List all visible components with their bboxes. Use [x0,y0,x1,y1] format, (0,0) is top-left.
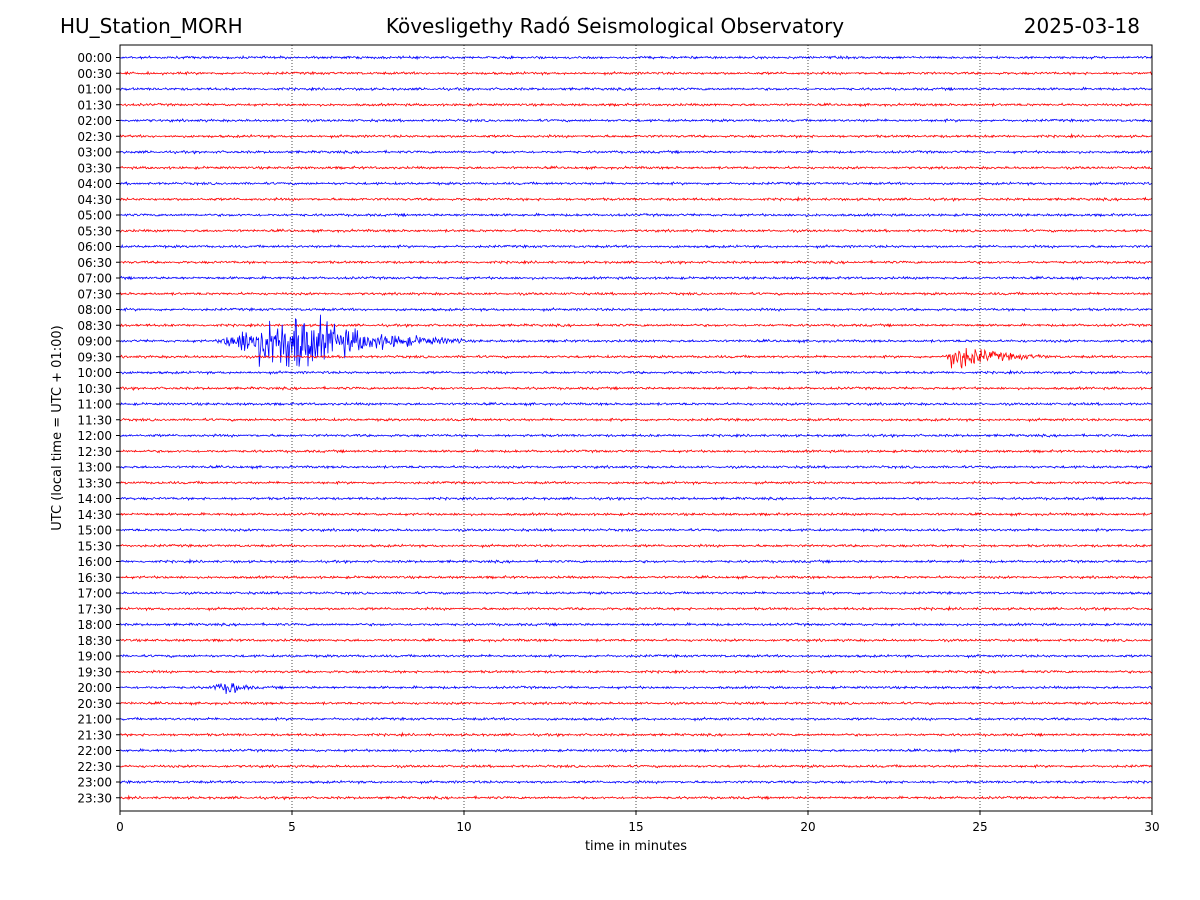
x-tick-label: 5 [288,820,296,834]
y-tick-label: 08:00 [77,303,112,317]
y-tick-label: 22:30 [77,760,112,774]
y-tick-label: 23:30 [77,791,112,805]
y-tick-label: 03:00 [77,146,112,160]
y-tick-label: 15:30 [77,539,112,553]
x-axis-label: time in minutes [585,839,687,854]
station-title: HU_Station_MORH [60,14,243,38]
y-tick-label: 11:30 [77,413,112,427]
trace-0700 [119,275,1153,281]
y-tick-label: 14:30 [77,508,112,522]
y-tick-label: 08:30 [77,319,112,333]
y-tick-label: 14:00 [77,492,112,506]
y-tick-label: 06:30 [77,256,112,270]
y-tick-label: 13:00 [77,461,112,475]
y-tick-label: 04:30 [77,193,112,207]
y-tick-label: 17:00 [77,587,112,601]
trace-0600 [119,243,1153,250]
y-tick-label: 23:00 [77,776,112,790]
y-tick-label: 02:00 [77,114,112,128]
grid-lines [291,45,981,811]
trace-1900 [119,653,1153,659]
y-tick-label: 22:00 [77,744,112,758]
trace-0300 [119,149,1153,155]
trace-2330 [119,794,1153,801]
y-tick-label: 05:30 [77,224,112,238]
trace-1500 [119,527,1153,533]
y-tick-label: 18:30 [77,634,112,648]
y-tick-label: 12:00 [77,429,112,443]
y-tick-label: 18:00 [77,618,112,632]
y-tick-label: 20:00 [77,681,112,695]
y-tick-label: 21:00 [77,713,112,727]
y-tick-label: 04:00 [77,177,112,191]
trace-0900 [119,314,1153,368]
y-tick-label: 11:00 [77,398,112,412]
x-tick-label: 15 [628,820,643,834]
y-tick-label: 16:30 [77,571,112,585]
x-tick-label: 30 [1144,820,1159,834]
y-tick-label: 05:00 [77,209,112,223]
y-tick-label: 10:00 [77,366,112,380]
date-title: 2025-03-18 [1023,14,1140,38]
y-tick-label: 01:30 [77,98,112,112]
y-tick-label: 10:30 [77,382,112,396]
y-axis-label: UTC (local time = UTC + 01:00) [50,325,65,530]
y-tick-label: 07:30 [77,287,112,301]
y-tick-label: 21:30 [77,728,112,742]
x-tick-label: 10 [456,820,471,834]
x-tick-label: 0 [116,820,124,834]
trace-1100 [119,401,1153,407]
y-tick-label: 19:30 [77,665,112,679]
y-tick-label: 02:30 [77,130,112,144]
y-tick-label: 00:30 [77,67,112,81]
y-tick-label: 15:00 [77,524,112,538]
trace-0830 [119,322,1153,328]
y-tick-label: 03:30 [77,161,112,175]
y-tick-label: 00:00 [77,51,112,65]
trace-1930 [119,668,1153,675]
trace-0100 [119,86,1153,92]
y-tick-label: 09:30 [77,350,112,364]
y-tick-label: 20:30 [77,697,112,711]
trace-2100 [119,716,1153,722]
y-tick-label: 09:00 [77,335,112,349]
trace-1700 [119,590,1153,596]
y-tick-label: 01:00 [77,83,112,97]
y-tick-label: 16:00 [77,555,112,569]
y-tick-label: 19:00 [77,650,112,664]
y-tick-label: 13:30 [77,476,112,490]
x-tick-label: 25 [972,820,987,834]
y-tick-label: 17:30 [77,602,112,616]
y-tick-label: 07:00 [77,272,112,286]
y-tick-label: 12:30 [77,445,112,459]
trace-2300 [119,779,1153,785]
observatory-title: Kövesligethy Radó Seismological Observat… [385,14,845,38]
y-tick-label: 06:00 [77,240,112,254]
x-axis-ticks: 0 5 10 15 20 25 30 [116,811,1160,834]
x-tick-label: 20 [800,820,815,834]
